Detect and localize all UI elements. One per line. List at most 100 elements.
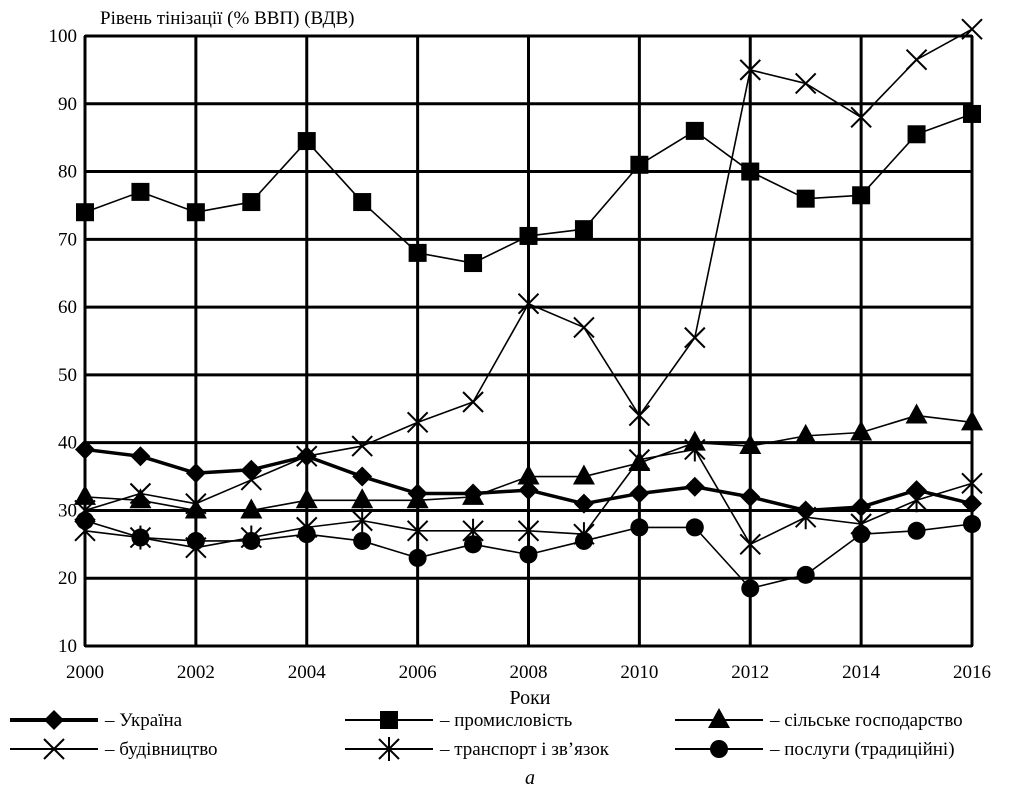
data-point	[186, 203, 205, 222]
data-point	[462, 391, 484, 413]
data-point	[684, 476, 705, 497]
data-point	[406, 488, 429, 509]
data-point	[852, 525, 871, 544]
data-point	[240, 469, 263, 491]
x-axis-title: Роки	[509, 687, 550, 709]
data-point	[242, 193, 261, 212]
data-point	[131, 182, 150, 201]
plot-frame	[84, 35, 973, 647]
x-tick-label: 2016	[953, 662, 991, 683]
data-point	[574, 531, 593, 550]
y-tick-label: 30	[58, 500, 77, 521]
data-point	[796, 189, 815, 208]
data-point	[408, 548, 427, 567]
data-point	[907, 125, 926, 144]
data-point	[741, 579, 760, 598]
legend-label: – послуги (традиційні)	[769, 739, 955, 760]
data-point	[519, 226, 538, 245]
data-point	[684, 326, 706, 349]
data-point	[297, 132, 316, 151]
legend-label: – транспорт і зв’язок	[439, 739, 610, 760]
data-point	[628, 447, 651, 472]
y-tick-label: 90	[58, 94, 77, 115]
y-tick-label: 70	[58, 229, 77, 250]
data-point	[464, 535, 483, 554]
series-6	[76, 511, 981, 598]
y-tick-label: 60	[58, 297, 77, 318]
y-tick-label: 20	[58, 568, 77, 589]
y-tick-label: 80	[58, 162, 77, 183]
y-tick-label: 100	[49, 26, 78, 47]
data-point	[295, 488, 318, 509]
data-point	[517, 518, 540, 543]
data-point	[353, 193, 372, 212]
data-point	[739, 532, 761, 557]
data-point	[630, 518, 649, 537]
data-point	[630, 155, 649, 174]
data-point	[184, 498, 207, 519]
data-point	[629, 483, 650, 504]
data-point	[351, 488, 374, 509]
legend-label: – будівництво	[104, 739, 218, 760]
data-point	[406, 411, 429, 434]
data-point	[351, 508, 373, 533]
data-point	[129, 488, 152, 509]
series-4	[74, 18, 983, 522]
data-point	[242, 531, 261, 550]
figure-caption: а	[525, 767, 535, 789]
data-point	[851, 497, 872, 518]
legend-item: – послуги (традиційні)	[675, 739, 955, 760]
data-point	[517, 464, 540, 485]
x-tick-label: 2010	[620, 662, 658, 683]
series-2	[76, 104, 981, 273]
data-point	[685, 518, 704, 537]
legend-label: – сільське господарство	[769, 710, 963, 731]
data-point	[131, 528, 150, 547]
data-point	[739, 434, 762, 455]
data-point	[352, 466, 373, 487]
data-point	[462, 484, 485, 505]
data-point	[740, 486, 761, 507]
data-point	[185, 492, 207, 515]
y-tick-label: 40	[58, 433, 77, 454]
chart-title: Рівень тінізації (% ВВП) (ВДВ)	[100, 8, 354, 29]
x-tick-label: 2008	[510, 662, 548, 683]
x-tick-label: 2006	[399, 662, 437, 683]
legend-label: – промисловість	[439, 710, 573, 731]
legend-marker	[708, 708, 730, 728]
data-point	[739, 59, 761, 81]
data-point	[130, 446, 151, 467]
data-point	[519, 545, 538, 564]
data-point	[572, 464, 595, 485]
legend-marker	[43, 738, 65, 760]
data-point	[685, 121, 704, 140]
legend-label: – Україна	[104, 710, 183, 731]
data-point	[185, 463, 206, 484]
legend-marker	[380, 711, 398, 729]
data-point	[240, 498, 263, 519]
data-point	[741, 162, 760, 181]
data-point	[296, 445, 318, 467]
data-point	[186, 531, 205, 550]
data-point	[907, 521, 926, 540]
x-tick-label: 2000	[66, 662, 104, 683]
series-lines	[74, 18, 983, 598]
data-point	[517, 293, 540, 315]
data-point	[794, 72, 817, 95]
data-point	[796, 565, 815, 584]
data-point	[794, 423, 817, 444]
legend-item: – будівництво	[10, 738, 218, 760]
data-point	[464, 254, 483, 273]
legend-item: – транспорт і зв’язок	[345, 737, 610, 761]
data-point	[905, 488, 928, 513]
x-tick-label: 2014	[842, 662, 881, 683]
series-1	[75, 439, 982, 521]
legend-item: – промисловість	[345, 710, 573, 731]
data-point	[406, 518, 429, 543]
data-point	[905, 49, 928, 71]
data-point	[850, 106, 872, 129]
data-point	[850, 420, 873, 441]
data-point	[297, 525, 316, 544]
legend: – Україна – промисловість – сільське госпо…	[10, 708, 963, 761]
